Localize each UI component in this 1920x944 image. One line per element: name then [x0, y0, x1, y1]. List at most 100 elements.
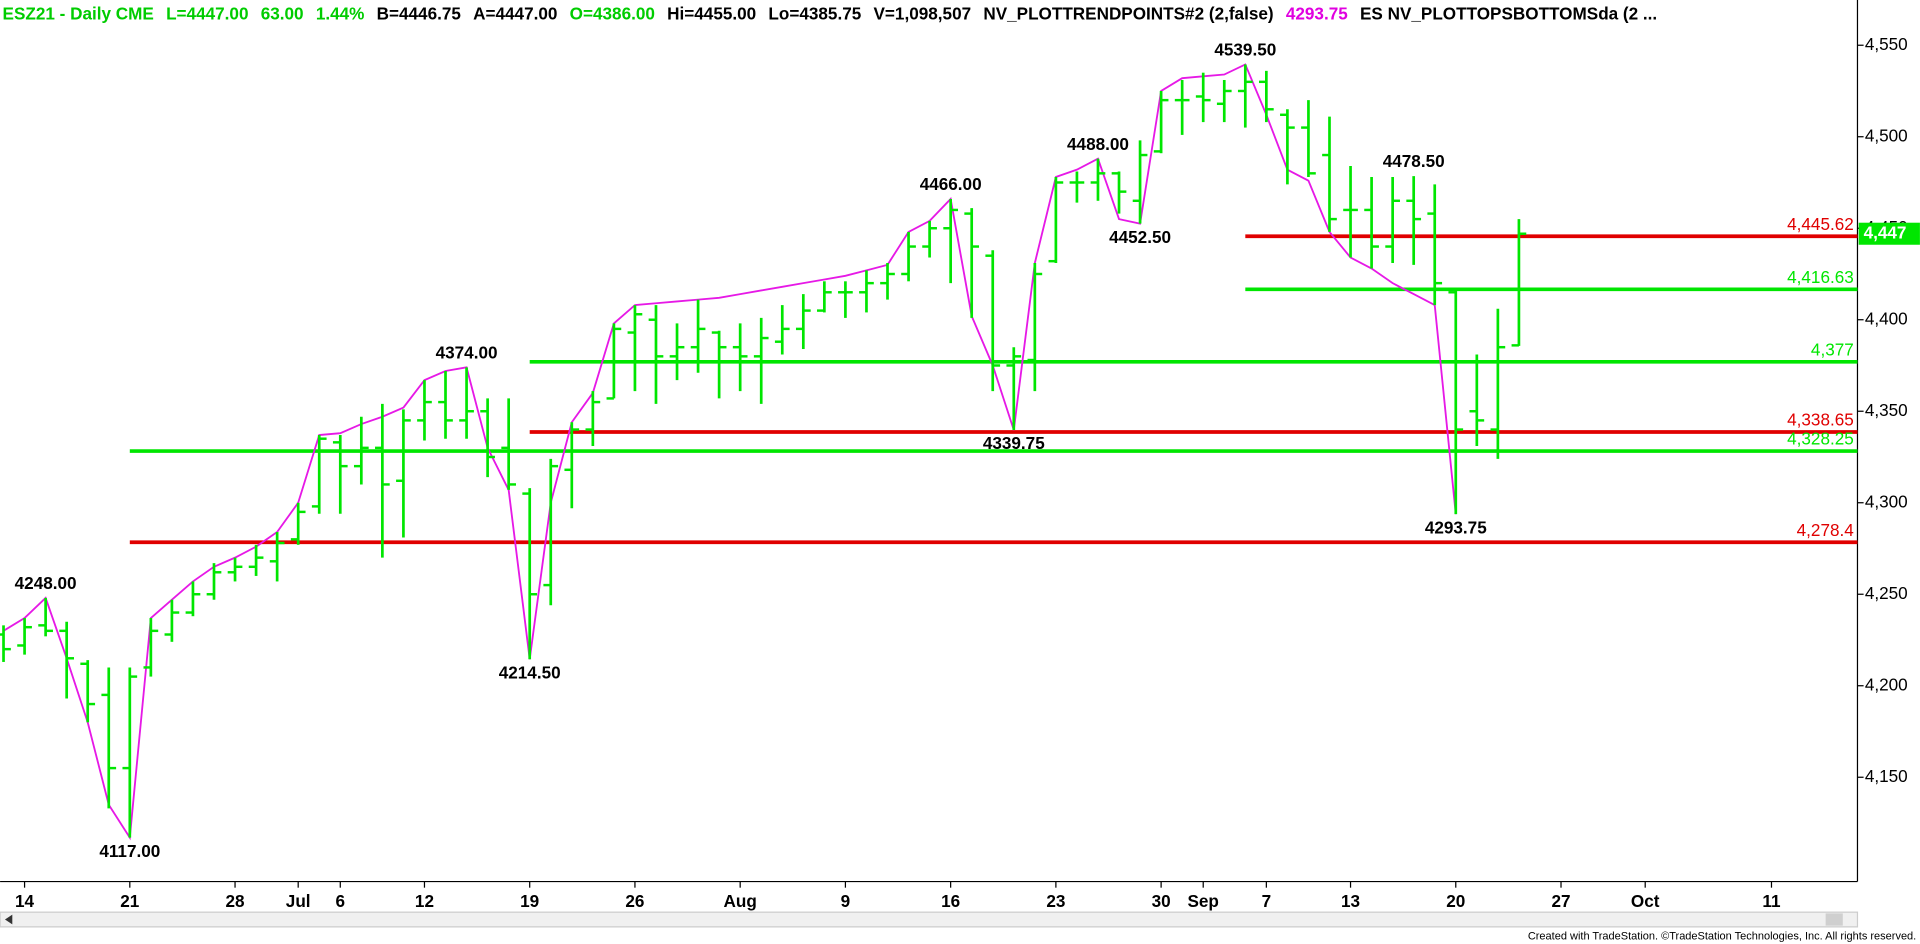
scroll-left-arrow[interactable]	[4, 914, 13, 925]
y-tick-label: 4,500	[1865, 125, 1908, 145]
ohlc-bar	[922, 220, 937, 258]
ohlc-bar	[585, 391, 601, 447]
ohlc-bar	[1111, 171, 1127, 214]
x-tick-label: Sep	[1188, 891, 1219, 911]
x-tick-label: 27	[1551, 891, 1570, 911]
x-tick-label: 9	[841, 891, 851, 911]
pivot-label: 4452.50	[1109, 227, 1171, 247]
ohlc-bar	[753, 317, 769, 404]
header-segment: Hi=4455.00	[667, 3, 756, 23]
scroll-thumb[interactable]	[1825, 913, 1843, 926]
ohlc-bar	[143, 618, 159, 677]
ohlc-bar	[122, 667, 138, 838]
x-tick-label: 6	[336, 891, 346, 911]
ohlc-bar	[943, 198, 958, 284]
ohlc-bar	[1469, 354, 1485, 447]
last-price-label: 4,447	[1864, 222, 1907, 242]
header-segment: L=4447.00	[166, 3, 248, 23]
ohlc-bar	[1280, 109, 1295, 185]
ohlc-bar	[353, 416, 369, 485]
ohlc-bar	[1237, 64, 1253, 128]
ohlc-bar	[290, 502, 306, 545]
x-tick-label: 14	[15, 891, 35, 911]
pivot-label: 4466.00	[920, 174, 982, 194]
y-tick-label: 4,300	[1865, 491, 1908, 511]
ohlc-bar	[1048, 176, 1064, 264]
trend-line	[3, 63, 1457, 841]
header-segment: O=4386.00	[570, 3, 655, 23]
pivot-label: 4117.00	[99, 841, 160, 861]
header-segment: 4293.75	[1286, 3, 1348, 23]
ohlc-bar	[1490, 308, 1506, 459]
ohlc-bar	[817, 281, 832, 313]
ohlc-bar	[648, 305, 664, 404]
ohlc-bar	[1364, 176, 1379, 269]
x-tick-label: 28	[226, 891, 245, 911]
ohlc-bar	[38, 597, 53, 637]
x-tick-label: 7	[1262, 891, 1272, 911]
y-tick-label: 4,200	[1865, 674, 1908, 694]
ohlc-bar	[417, 380, 432, 441]
ohlc-bar	[543, 458, 559, 606]
ohlc-bar	[459, 367, 474, 439]
ohlc-bar	[0, 625, 11, 662]
ohlc-bar	[859, 270, 874, 313]
ohlc-bar	[1132, 140, 1148, 224]
ohlc-bar	[1216, 80, 1232, 123]
level-label: 4,328.25	[1787, 429, 1854, 449]
ohlc-bar	[248, 544, 264, 576]
ohlc-bar	[332, 435, 348, 514]
ohlc-bar	[711, 330, 727, 399]
x-tick-label: 19	[520, 891, 539, 911]
ohlc-bar	[269, 532, 285, 582]
pivot-label: 4539.50	[1214, 40, 1276, 60]
header-segment: B=4446.75	[377, 3, 462, 23]
ohlc-bar	[1427, 184, 1443, 306]
ohlc-bar	[1343, 166, 1358, 258]
ohlc-bar	[522, 488, 538, 660]
ohlc-bar	[1259, 70, 1274, 123]
ohlc-bar	[880, 263, 895, 300]
y-tick-label: 4,550	[1865, 34, 1908, 54]
pivot-label: 4248.00	[15, 573, 77, 593]
ohlc-bar	[206, 563, 222, 600]
level-label: 4,377	[1811, 339, 1854, 359]
level-label: 4,278.4	[1797, 520, 1855, 540]
x-tick-label: 23	[1046, 891, 1065, 911]
last-price-tag	[1858, 222, 1920, 245]
x-tick-label: 13	[1341, 891, 1360, 911]
ohlc-bar	[1069, 171, 1085, 203]
header-segment: NV_PLOTTRENDPOINTS#2 (2,false)	[983, 3, 1273, 23]
ohlc-bar	[1027, 263, 1043, 392]
x-tick-label: 16	[941, 891, 960, 911]
x-tick-label: Aug	[724, 891, 757, 911]
ohlc-bar	[690, 299, 706, 373]
y-tick-label: 4,350	[1865, 400, 1908, 420]
header-segment: Lo=4385.75	[768, 3, 861, 23]
ohlc-bar	[1195, 72, 1211, 123]
header-segment: V=1,098,507	[874, 3, 972, 23]
ohlc-bar	[606, 323, 622, 400]
y-tick-label: 4,400	[1865, 308, 1908, 328]
pivot-label: 4478.50	[1383, 151, 1445, 171]
x-tick-label: 30	[1152, 891, 1171, 911]
pivot-label: 4488.00	[1067, 134, 1129, 154]
scrollbar[interactable]	[0, 911, 1859, 928]
ohlc-bar	[1406, 176, 1422, 265]
ohlc-bar	[396, 409, 411, 538]
header-segment: ES NV_PLOTTOPSBOTTOMSda (2 ...	[1360, 3, 1657, 23]
pivot-label: 4214.50	[499, 662, 561, 682]
level-label: 4,338.65	[1787, 410, 1854, 430]
ohlc-bar	[1153, 90, 1169, 154]
x-tick-label: Oct	[1631, 891, 1660, 911]
header-segment: ESZ21 - Daily CME	[3, 3, 154, 23]
x-tick-label: 20	[1446, 891, 1465, 911]
level-label: 4,445.62	[1787, 214, 1854, 234]
ohlc-bar	[480, 398, 495, 478]
ohlc-bar	[80, 660, 96, 723]
ohlc-bar	[774, 305, 790, 355]
scroll-track[interactable]	[0, 911, 1859, 928]
ohlc-bar	[564, 422, 580, 509]
